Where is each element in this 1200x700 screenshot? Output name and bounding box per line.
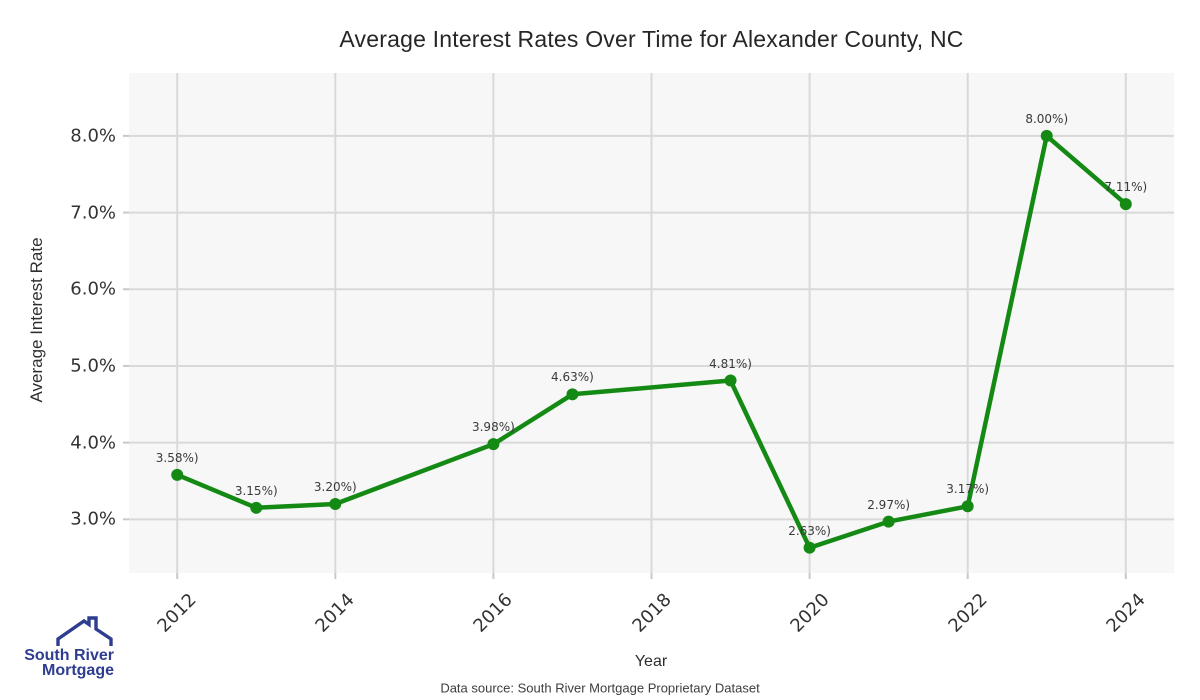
y-tick-label: 3.0% [70,508,116,530]
data-source-text: Data source: South River Mortgage Propri… [440,680,760,696]
y-tick-label: 7.0% [70,202,116,224]
x-tick-label: 2018 [627,589,676,637]
point-label: 3.20%) [313,479,357,494]
data-point-marker [724,374,737,387]
data-point-marker [250,501,263,514]
data-point-marker [329,497,342,510]
x-tick-label: 2022 [944,589,992,637]
point-label: 3.15%) [234,483,278,498]
company-logo: South River Mortgage [18,610,118,692]
y-tick-label: 5.0% [70,355,116,377]
data-point-marker [171,468,184,481]
point-label: 7.11%) [1104,180,1148,195]
chart-title: Average Interest Rates Over Time for Ale… [339,26,964,52]
data-point-marker [566,388,579,401]
data-point-marker [882,515,895,528]
x-tick-label: 2024 [1102,589,1150,637]
y-tick-label: 6.0% [70,278,116,300]
point-label: 2.97%) [867,497,911,512]
y-tick-label: 8.0% [70,125,116,147]
x-tick-label: 2020 [785,589,834,637]
point-label: 2.63%) [788,523,831,538]
plot-area: 3.58%) 3.15%) 3.20%) 3.98%) 4.63%) 4.81%) 2.63… [123,73,1174,579]
line-chart-svg [123,73,1174,579]
data-point-marker [487,438,500,451]
data-point-marker [803,541,816,554]
y-axis-label: Average Interest Rate [27,237,46,403]
point-label: 8.00%) [1025,111,1069,126]
x-tick-label: 2012 [153,589,201,637]
point-label: 3.58%) [155,450,199,465]
y-tick-label: 4.0% [70,432,116,454]
x-axis-label: Year [634,653,668,670]
x-tick-label: 2014 [311,589,359,637]
logo-text-line2: Mortgage [42,662,114,680]
point-label: 4.81%) [709,356,752,371]
data-point-marker [961,500,974,513]
x-tick-label: 2016 [469,589,518,637]
logo-text-line1: South River [24,647,114,664]
data-point-marker [1040,129,1053,142]
point-label: 3.17%) [946,482,990,497]
point-label: 3.98%) [471,420,515,435]
point-label: 4.63%) [551,370,594,385]
data-point-marker [1119,198,1132,211]
house-roof-icon [56,616,113,646]
